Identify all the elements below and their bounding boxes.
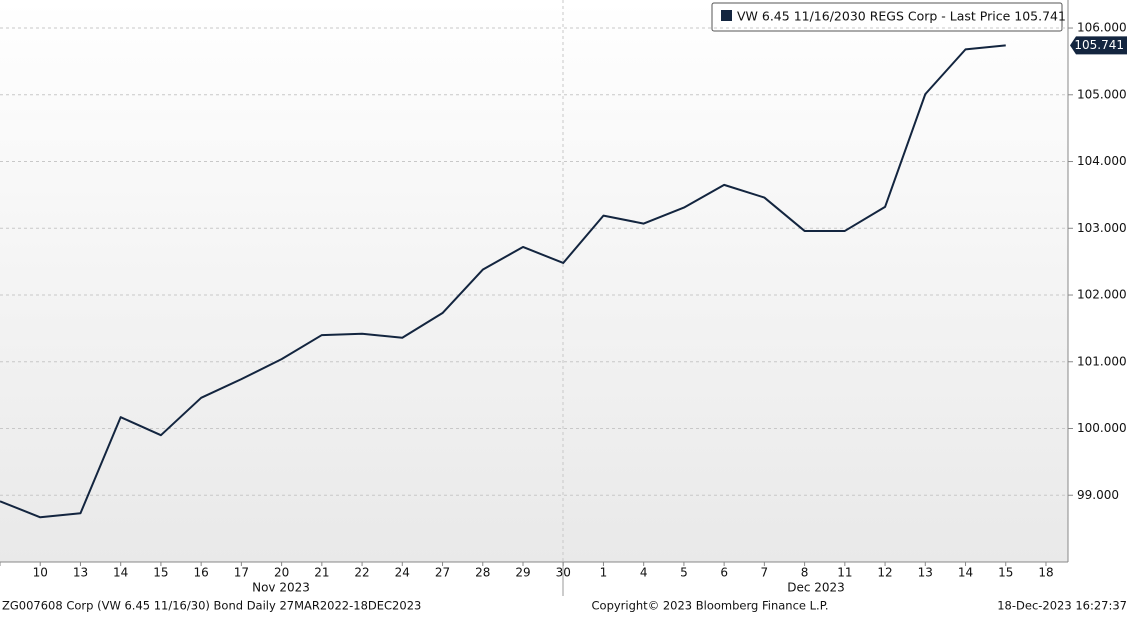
x-tick-label: 13 <box>918 566 933 580</box>
footer-right: 18-Dec-2023 16:27:37 <box>997 599 1127 613</box>
last-price-tag <box>1070 36 1127 55</box>
y-tick-label: 103.000 <box>1077 221 1127 235</box>
footer-center: Copyright© 2023 Bloomberg Finance L.P. <box>592 599 829 613</box>
x-tick-label: 1 <box>600 566 608 580</box>
y-tick-label: 99.000 <box>1077 488 1119 502</box>
x-tick-label: 14 <box>958 566 973 580</box>
x-tick-label: 15 <box>153 566 168 580</box>
x-tick-label: 5 <box>680 566 688 580</box>
y-tick-label: 104.000 <box>1077 154 1127 168</box>
y-tick-label: 105.000 <box>1077 87 1127 101</box>
x-tick-label: 17 <box>234 566 249 580</box>
x-tick-label: 8 <box>801 566 809 580</box>
x-tick-label: 4 <box>640 566 648 580</box>
legend-label: VW 6.45 11/16/2030 REGS Corp - Last Pric… <box>737 9 1066 24</box>
footer-left: ZG007608 Corp (VW 6.45 11/16/30) Bond Da… <box>2 599 421 613</box>
x-tick-label: 20 <box>274 566 289 580</box>
x-tick-label: 7 <box>761 566 769 580</box>
x-tick-label: 6 <box>720 566 728 580</box>
x-tick-label: 29 <box>515 566 530 580</box>
x-tick-label: 27 <box>435 566 450 580</box>
month-label: Nov 2023 <box>252 581 310 595</box>
last-price-label: 105.741 <box>1074 38 1124 52</box>
x-tick-label: 10 <box>33 566 48 580</box>
month-label: Dec 2023 <box>787 581 845 595</box>
y-tick-label: 102.000 <box>1077 288 1127 302</box>
x-tick-label: 24 <box>395 566 410 580</box>
x-tick-label: 30 <box>556 566 571 580</box>
y-tick-label: 100.000 <box>1077 421 1127 435</box>
price-line <box>0 44 1006 519</box>
x-tick-label: 18 <box>1038 566 1053 580</box>
legend <box>711 2 1063 32</box>
y-tick-label: 101.000 <box>1077 354 1127 368</box>
x-tick-label: 14 <box>113 566 128 580</box>
x-tick-label: 21 <box>314 566 329 580</box>
legend-swatch <box>721 10 732 21</box>
plot-area <box>0 0 1068 562</box>
x-tick-label: 11 <box>837 566 852 580</box>
y-tick-label: 106.000 <box>1077 21 1127 35</box>
x-tick-label: 12 <box>877 566 892 580</box>
x-tick-label: 15 <box>998 566 1013 580</box>
x-tick-label: 13 <box>73 566 88 580</box>
x-tick-label: 16 <box>194 566 209 580</box>
x-tick-label: 28 <box>475 566 490 580</box>
x-tick-label: 22 <box>354 566 369 580</box>
